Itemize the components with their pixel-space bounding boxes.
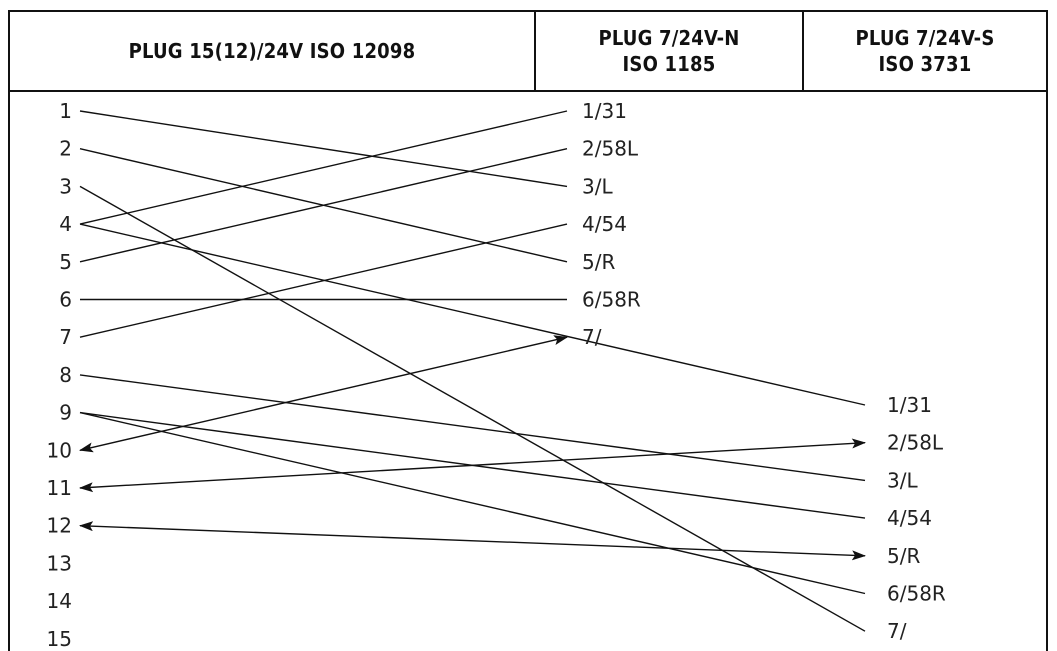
left-pin-label: 4 [59,212,72,236]
label-layer: 1234567891011121314151/312/58L3/L4/545/R… [47,99,946,651]
header-plug-7-n: PLUG 7/24V-N ISO 1185 [536,12,804,90]
s-plug-pin-label: 3/L [887,468,918,492]
left-pin-label: 2 [59,137,72,161]
left-pin-label: 9 [59,401,72,425]
n-plug-pin-label: 3/L [582,174,613,198]
s-plug-pin-label: 1/31 [887,393,932,417]
left-pin-label: 3 [59,174,72,198]
wire-5-to-n-258L [79,148,568,263]
wire-7-to-n-454 [79,223,568,338]
s-plug-pin-label: 2/58L [887,431,944,455]
left-pin-label: 11 [47,476,72,500]
wire-1-to-n-3L [79,110,568,188]
wire-12-to-s-5R [79,521,866,561]
left-pin-label: 13 [47,551,72,575]
wire-8-to-s-3L [79,374,866,482]
wire-11-to-s-258L [79,438,866,493]
wire-10-to-n-7 [79,335,568,453]
wire-4-to-s-131 [79,223,866,406]
left-pin-label: 6 [59,288,72,312]
left-pin-label: 15 [47,627,72,651]
n-plug-pin-label: 7/ [582,325,602,349]
wire-layer [79,110,866,632]
n-plug-pin-label: 1/31 [582,99,627,123]
s-plug-pin-label: 7/ [887,619,907,643]
s-plug-pin-label: 5/R [887,544,920,568]
left-pin-label: 7 [59,325,72,349]
left-pin-label: 12 [47,514,72,538]
header-plug-7-s: PLUG 7/24V-S ISO 3731 [855,26,995,76]
left-pin-label: 10 [47,438,72,462]
wire-9-to-s-658R [79,411,866,595]
left-pin-label: 14 [47,589,72,613]
header-row: PLUG 15(12)/24V ISO 12098 PLUG 7/24V-N I… [8,10,1048,92]
left-pin-label: 8 [59,363,72,387]
right-border [1046,92,1048,651]
left-border [8,92,10,651]
wire-3-to-s-7 [79,185,866,632]
n-plug-pin-label: 2/58L [582,137,639,161]
header-plug-15-pin: PLUG 15(12)/24V ISO 12098 [10,12,536,90]
n-plug-pin-label: 6/58R [582,288,641,312]
s-plug-pin-label: 6/58R [887,582,946,606]
left-pin-label: 1 [59,99,72,123]
s-plug-pin-label: 4/54 [887,506,932,530]
left-pin-label: 5 [59,250,72,274]
n-plug-pin-label: 5/R [582,250,615,274]
wire-4-to-n-131 [79,110,568,225]
n-plug-pin-label: 4/54 [582,212,627,236]
